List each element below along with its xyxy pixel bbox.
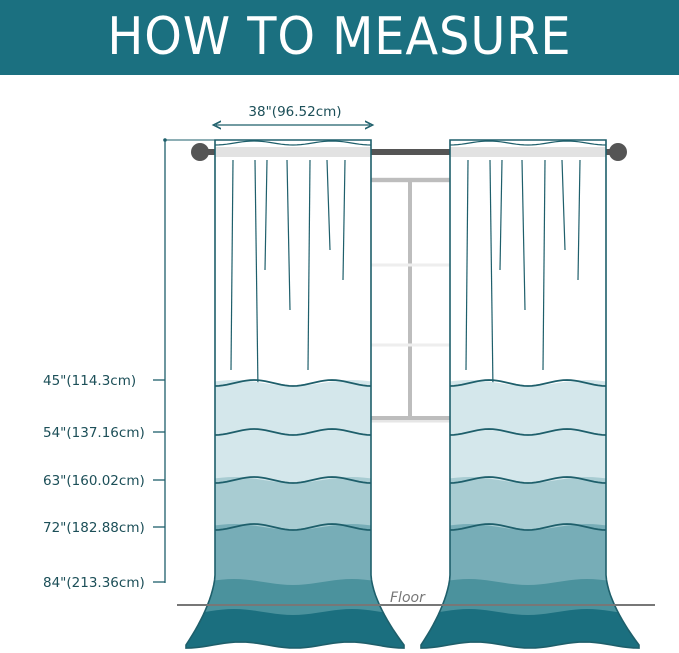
band-wave — [449, 523, 607, 531]
curtain-panel-right — [420, 139, 640, 649]
pleat-line — [326, 159, 331, 251]
page-title: HOW TO MEASURE — [107, 7, 572, 67]
band-wave — [214, 523, 372, 531]
length-label: 63"(160.02cm) — [43, 473, 145, 489]
color-band — [421, 524, 639, 586]
color-band — [421, 429, 639, 484]
pleat-line — [577, 159, 581, 281]
rod-finial-left — [191, 143, 209, 161]
title-banner: HOW TO MEASURE — [0, 0, 679, 75]
band-wave — [449, 428, 607, 436]
color-band — [186, 380, 404, 436]
color-band — [186, 579, 404, 616]
band-wave — [449, 476, 607, 484]
pleat-line — [254, 159, 259, 391]
color-band — [186, 524, 404, 586]
band-wave — [449, 379, 607, 387]
band-wave — [214, 476, 372, 484]
color-band — [421, 579, 639, 616]
curtain-panel-left — [185, 139, 405, 649]
pleat-line — [286, 159, 291, 311]
pleat-line — [230, 159, 234, 371]
color-band — [186, 609, 404, 648]
length-label: 72"(182.88cm) — [43, 520, 145, 536]
width-label: 38"(96.52cm) — [248, 104, 341, 120]
pleat-line — [489, 159, 494, 391]
color-band — [186, 429, 404, 484]
rod-finial-right — [609, 143, 627, 161]
pleat-line — [561, 159, 566, 251]
band-wave — [214, 379, 372, 387]
rod-pocket — [215, 147, 371, 157]
floor-label: Floor — [390, 590, 426, 606]
length-label: 54"(137.16cm) — [43, 425, 145, 441]
pleat-line — [521, 159, 526, 311]
rod-pocket — [450, 147, 606, 157]
curtain-outline — [185, 139, 405, 649]
pleat-line — [499, 159, 503, 271]
color-band — [421, 477, 639, 531]
color-band — [421, 609, 639, 648]
pleat-line — [465, 159, 469, 371]
header-ruffle — [449, 140, 607, 146]
length-label: 45"(114.3cm) — [43, 373, 136, 389]
header-ruffle — [214, 140, 372, 146]
band-wave — [214, 428, 372, 436]
color-band — [186, 477, 404, 531]
length-label: 84"(213.36cm) — [43, 575, 145, 591]
curtain-outline — [420, 139, 640, 649]
pleat-line — [307, 159, 311, 371]
pleat-line — [264, 159, 268, 271]
length-axis-top-dot — [163, 138, 167, 142]
color-band — [421, 380, 639, 436]
pleat-line — [542, 159, 546, 371]
pleat-line — [342, 159, 346, 281]
